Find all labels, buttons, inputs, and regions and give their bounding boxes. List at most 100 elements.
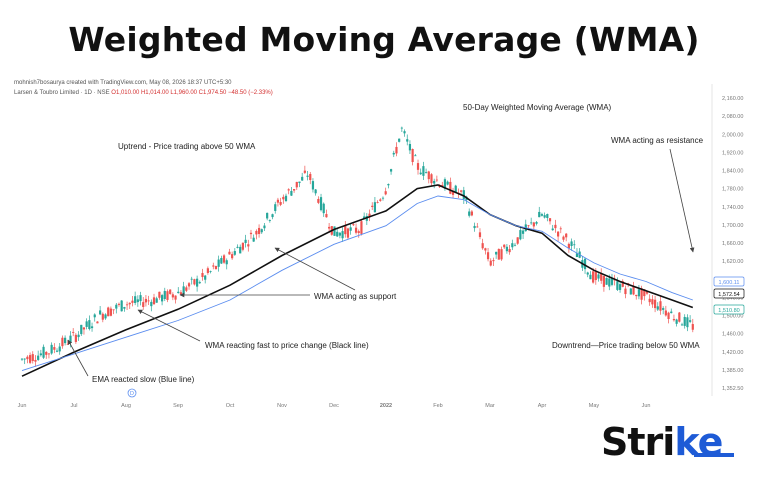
chart-annotation: EMA reacted slow (Blue line) [92, 375, 195, 384]
candle-body [662, 308, 665, 310]
candle-body [50, 344, 53, 354]
candle-body [93, 314, 96, 318]
candle-body [319, 197, 323, 211]
candle-body [193, 279, 196, 285]
candle-body [484, 248, 487, 251]
candle-body [139, 295, 142, 302]
candle-body [557, 231, 560, 237]
candle-body [171, 294, 174, 298]
candle-body [424, 172, 428, 174]
candle-body [187, 283, 191, 287]
brand-logo: Strike [601, 420, 723, 464]
candle-body [328, 226, 331, 229]
candle-body [185, 287, 188, 291]
candle-body [395, 146, 398, 154]
candle-body [26, 356, 29, 360]
candle-body [249, 232, 253, 235]
candle-body [55, 350, 59, 352]
candle-body [20, 358, 24, 360]
price-chart: 2,160.00 2,080.00 2,000.00 1,920.00 1,840.00… [18, 84, 745, 409]
candle-body [433, 180, 436, 184]
candle-body [28, 355, 32, 363]
candle-body [101, 313, 104, 320]
candle-body [511, 243, 514, 248]
candle-body [174, 295, 177, 300]
candle-body [678, 312, 681, 322]
candle-body [39, 353, 42, 356]
x-tick-label: Mar [485, 403, 495, 409]
candle-body [478, 232, 482, 238]
candle-body [575, 253, 579, 258]
candle-body [460, 190, 463, 192]
dividend-marker-label: D [130, 391, 134, 397]
candle-body [567, 243, 570, 249]
candle-body [363, 216, 366, 219]
x-tick-label: Apr [538, 403, 547, 409]
candle-body [643, 289, 646, 297]
candle-body [241, 242, 245, 250]
candle-body [608, 278, 611, 287]
candle-body [406, 139, 409, 142]
candle-body [53, 347, 56, 350]
candle-body [217, 259, 220, 267]
candle-body [610, 277, 614, 285]
candle-body [120, 300, 123, 312]
candle-body [640, 288, 643, 300]
candle-body [602, 275, 605, 287]
chart-annotation: WMA acting as resistance [611, 136, 704, 145]
candle-body [247, 244, 250, 247]
candle-body [136, 299, 139, 303]
candle-body [34, 359, 37, 362]
candle-body [651, 299, 654, 305]
candle-body [476, 226, 479, 228]
y-tick-label: 1,780.00 [722, 187, 743, 193]
candle-body [683, 316, 686, 326]
candle-body [333, 226, 336, 236]
candle-body [503, 244, 506, 248]
candle-body [592, 271, 595, 283]
x-tick-label: May [589, 403, 600, 409]
candle-body [645, 291, 649, 294]
candle-body [74, 334, 77, 342]
candle-body [430, 174, 433, 184]
x-tick-label: Feb [433, 403, 442, 409]
candle-body [88, 320, 91, 330]
candle-body [117, 303, 121, 305]
y-tick-label: 1,500.00 [722, 314, 743, 320]
candle-body [419, 172, 422, 175]
candle-body [212, 265, 215, 267]
candle-body [42, 346, 45, 358]
chart-frame: 2,160.00 2,080.00 2,000.00 1,920.00 1,840.00… [10, 76, 760, 412]
candle-body [686, 317, 689, 328]
candle-body [257, 227, 261, 234]
candle-body [233, 251, 236, 255]
candle-body [357, 231, 360, 233]
candle-body [689, 320, 692, 322]
candle-body [115, 304, 118, 309]
y-tick-label: 1,385.00 [722, 368, 743, 374]
y-tick-label: 2,000.00 [722, 132, 743, 138]
candle-body [621, 281, 624, 287]
y-tick-label: 1,540.00 [722, 295, 743, 301]
candle-body [352, 224, 355, 226]
candle-body [600, 273, 603, 281]
candle-body [90, 326, 94, 329]
candle-body [64, 337, 67, 344]
candle-body [441, 184, 444, 187]
ohlc-readout: O1,010.00 H1,014.00 L1,960.00 C1,974.50 … [111, 90, 273, 96]
candle-body [222, 255, 226, 263]
candle-body [239, 246, 242, 254]
x-tick-label: Sep [173, 403, 183, 409]
candle-body [279, 201, 282, 205]
candle-body [618, 284, 622, 290]
candle-body [519, 230, 522, 240]
candle-body [263, 225, 266, 229]
price-badge-label: 1,600.11 [718, 280, 739, 286]
y-tick-label: 1,740.00 [722, 205, 743, 211]
candle-body [276, 199, 280, 203]
candle-body [96, 321, 99, 324]
candle-body [589, 274, 592, 280]
page-title: Weighted Moving Average (WMA) [68, 20, 700, 59]
candle-body [586, 272, 589, 275]
candle-body [77, 334, 80, 338]
